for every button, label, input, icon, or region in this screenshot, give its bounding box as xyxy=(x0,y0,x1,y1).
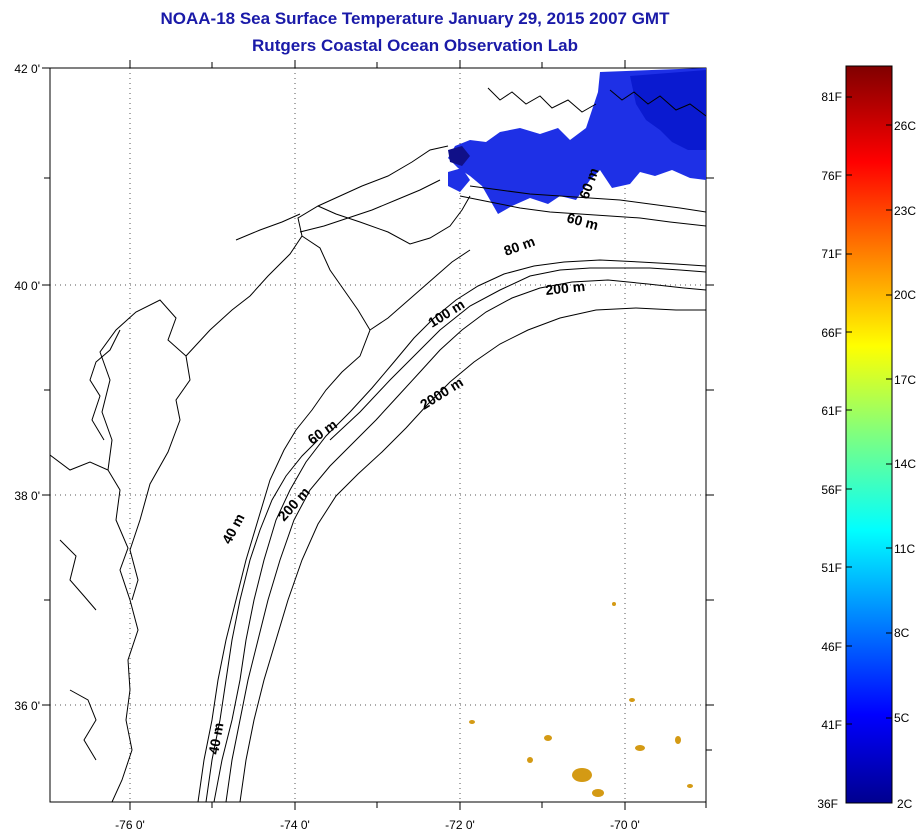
x-tick-label: -74 0' xyxy=(280,818,310,832)
colorbar-f-label: 71F xyxy=(821,247,842,261)
contour-label: 40 m xyxy=(205,721,226,755)
y-tick-label: 40 0' xyxy=(14,279,40,293)
x-tick-label: -72 0' xyxy=(445,818,475,832)
colorbar-c-label: 26C xyxy=(894,119,916,133)
sst-cold-core xyxy=(630,70,706,150)
x-tick-label: -70 0' xyxy=(610,818,640,832)
colorbar-c-labels: 26C 23C 20C 17C 14C 11C 8C 5C 2C xyxy=(894,119,916,811)
colorbar-f-label: 81F xyxy=(821,90,842,104)
map-title: NOAA-18 Sea Surface Temperature January … xyxy=(160,9,670,28)
colorbar-f-label: 51F xyxy=(821,561,842,575)
contour-label: 200 m xyxy=(545,278,586,298)
colorbar-f-label: 56F xyxy=(821,483,842,497)
colorbar-f-label: 61F xyxy=(821,404,842,418)
y-tick-label: 42 0' xyxy=(14,62,40,76)
bathymetry-contours xyxy=(205,185,706,802)
colorbar-c-label: 17C xyxy=(894,373,916,387)
contour-label: 60 m xyxy=(565,209,600,233)
colorbar-c-label: 14C xyxy=(894,457,916,471)
colorbar-f-label: 66F xyxy=(821,326,842,340)
y-tick-label: 36 0' xyxy=(14,699,40,713)
colorbar-f-label: 36F xyxy=(817,797,838,811)
colorbar-c-label: 5C xyxy=(894,711,910,725)
colorbar-c-label: 8C xyxy=(894,626,910,640)
sst-warm-specks xyxy=(469,602,693,797)
colorbar-c-label: 11C xyxy=(894,542,915,556)
colorbar xyxy=(845,65,893,804)
map-frame xyxy=(49,67,707,803)
colorbar-f-label: 41F xyxy=(821,718,842,732)
x-tick-label: -76 0' xyxy=(115,818,145,832)
map-subtitle: Rutgers Coastal Ocean Observation Lab xyxy=(252,36,578,55)
sst-dark-patch xyxy=(448,146,470,166)
axis-ticks xyxy=(42,60,714,810)
colorbar-f-labels: 81F 76F 71F 66F 61F 56F 51F 46F 41F 36F xyxy=(817,90,842,811)
colorbar-c-label: 20C xyxy=(894,288,916,302)
colorbar-c-label: 2C xyxy=(897,797,913,811)
y-tick-label: 38 0' xyxy=(14,489,40,503)
colorbar-f-label: 76F xyxy=(821,169,842,183)
colorbar-f-label: 46F xyxy=(821,640,842,654)
coastline xyxy=(50,87,706,802)
colorbar-ticks xyxy=(846,96,892,725)
colorbar-c-label: 23C xyxy=(894,204,916,218)
